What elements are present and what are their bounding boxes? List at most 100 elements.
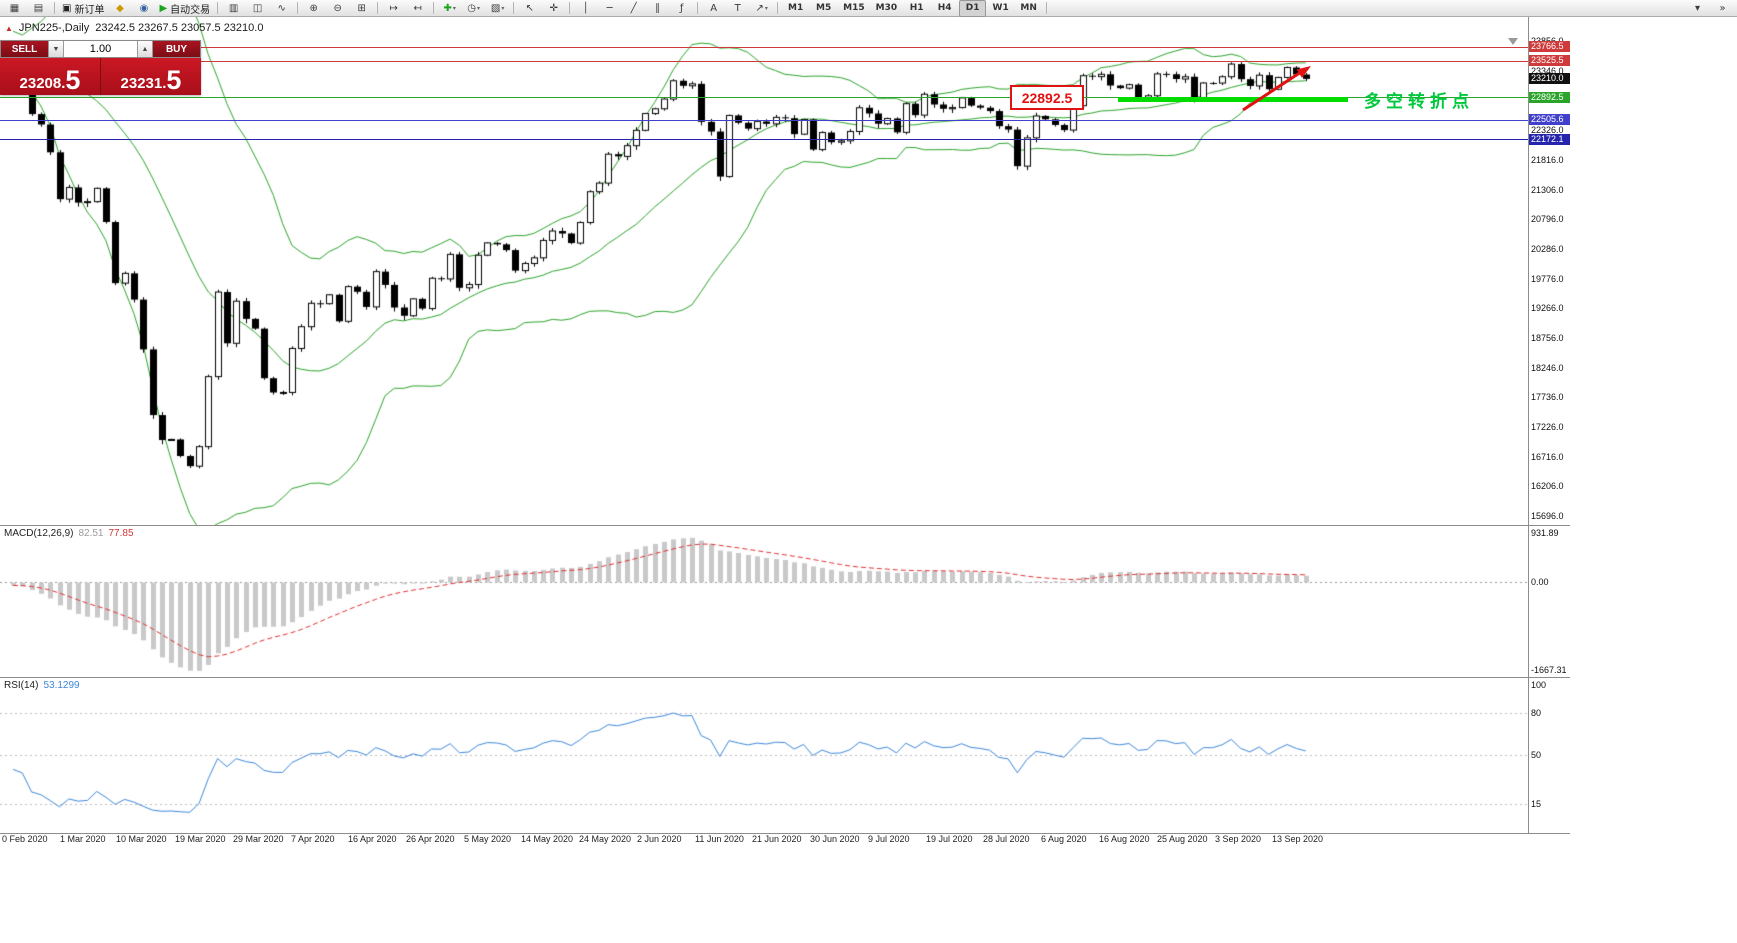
date-axis-label: 10 Mar 2020 xyxy=(116,834,167,844)
date-axis-label: 7 Apr 2020 xyxy=(291,834,335,844)
timeframe-h1[interactable]: H1 xyxy=(903,0,930,17)
price-axis-badge: 23766.5 xyxy=(1529,41,1570,53)
date-axis-label: 13 Sep 2020 xyxy=(1272,834,1324,844)
sell-price-button[interactable]: 23208. 5 xyxy=(0,58,100,95)
price-annotation-box[interactable]: 22892.5 xyxy=(1010,85,1084,110)
fibonacci-icon: ƒ xyxy=(679,2,684,14)
vertical-line-icon[interactable]: │ xyxy=(574,0,597,17)
new-order-icon: ▣ xyxy=(62,2,72,14)
equidistant-channel-icon[interactable]: ∥ xyxy=(646,0,669,17)
indicators-icon: ✚ xyxy=(443,2,452,14)
candlestick-chart-icon[interactable]: ◫ xyxy=(246,0,269,17)
new-chart-icon: ▦ xyxy=(9,2,20,14)
timeframe-m1[interactable]: M1 xyxy=(782,0,809,17)
vertical-line-icon: │ xyxy=(582,2,589,14)
timeframe-m15[interactable]: M15 xyxy=(838,0,869,17)
templates-icon[interactable]: ▧ ▾ xyxy=(486,0,509,17)
algo-icon[interactable]: ◉ xyxy=(132,0,155,17)
chevron-down-icon: ▾ xyxy=(452,4,456,12)
chart-shift-marker[interactable] xyxy=(1508,38,1518,45)
toolbar-separator xyxy=(377,2,379,14)
candlestick-chart-icon: ◫ xyxy=(252,2,263,14)
text-icon[interactable]: A xyxy=(702,0,725,17)
auto-trading-button[interactable]: ▶ 自动交易 xyxy=(156,0,213,17)
macd-canvas[interactable] xyxy=(0,525,1528,677)
toolbar-separator xyxy=(777,2,779,14)
timeframe-h4[interactable]: H4 xyxy=(931,0,958,17)
zoom-out-icon[interactable]: ⊖ xyxy=(326,0,349,17)
metaeditor-icon[interactable]: ◆ xyxy=(108,0,131,17)
date-axis-label: 29 Mar 2020 xyxy=(233,834,284,844)
periods-icon[interactable]: ◷ ▾ xyxy=(462,0,485,17)
macd-panel-separator[interactable] xyxy=(0,525,1570,526)
arrows-icon[interactable]: ↗ ▾ xyxy=(750,0,773,17)
new-chart-icon[interactable]: ▦ xyxy=(3,0,26,17)
sell-button[interactable]: SELL xyxy=(1,41,48,57)
support-line-segment[interactable] xyxy=(1118,97,1348,102)
date-axis-label: 19 Jul 2020 xyxy=(926,834,973,844)
rsi-value: 53.1299 xyxy=(43,680,80,691)
quick-search-icon[interactable]: ▾ xyxy=(1694,2,1701,14)
rsi-canvas[interactable] xyxy=(0,677,1528,833)
price-axis-separator xyxy=(1528,17,1529,833)
macd-main-value: 82.51 xyxy=(78,528,104,539)
macd-axis-label: -1667.31 xyxy=(1531,665,1567,676)
line-chart-icon[interactable]: ∿ xyxy=(270,0,293,17)
crosshair-icon[interactable]: ✛ xyxy=(542,0,565,17)
crosshair-icon: ✛ xyxy=(549,2,558,14)
price-axis-badge: 22892.5 xyxy=(1529,91,1570,103)
price-axis-label: 17226.0 xyxy=(1531,422,1564,432)
price-axis-label: 16206.0 xyxy=(1531,481,1564,492)
up-trend-arrow[interactable] xyxy=(1235,58,1320,118)
zoom-in-icon: ⊕ xyxy=(309,2,318,14)
buy-price-small: 23231. xyxy=(120,74,167,92)
periods-icon: ◷ xyxy=(467,2,477,14)
sell-price-small: 23208. xyxy=(19,74,66,92)
fibonacci-icon[interactable]: ƒ xyxy=(670,0,693,17)
cursor-icon[interactable]: ↖ xyxy=(518,0,541,17)
timeframe-h1-label: H1 xyxy=(909,3,924,13)
indicators-icon[interactable]: ✚ ▾ xyxy=(438,0,461,17)
line-chart-icon: ∿ xyxy=(277,2,286,14)
volume-increase-button[interactable]: ▲ xyxy=(137,41,153,57)
rsi-panel-separator[interactable] xyxy=(0,677,1570,678)
macd-signal-value: 77.85 xyxy=(108,528,134,539)
toolbar-separator xyxy=(433,2,435,14)
horizontal-line-icon[interactable]: ─ xyxy=(598,0,621,17)
chart-shift-icon[interactable]: ↤ xyxy=(406,0,429,17)
new-order-button[interactable]: ▣ 新订单 xyxy=(59,0,107,17)
buy-price-big: 5 xyxy=(166,65,182,96)
price-axis-label: 22326.0 xyxy=(1531,125,1564,136)
timeframe-w1[interactable]: W1 xyxy=(987,0,1014,17)
buy-price-button[interactable]: 23231. 5 xyxy=(100,58,201,95)
trendline-icon[interactable]: ╱ xyxy=(622,0,645,17)
metaeditor-icon: ◆ xyxy=(116,2,124,14)
toolbar-overflow-icon[interactable]: » xyxy=(1719,2,1726,14)
text-label-icon[interactable]: T xyxy=(726,0,749,17)
symbol-period-label: JPN225-,Daily xyxy=(18,22,90,34)
equidistant-channel-icon: ∥ xyxy=(655,2,661,14)
symbol-icon: ▲ xyxy=(5,23,13,33)
auto-scroll-icon[interactable]: ↦ xyxy=(382,0,405,17)
timeframe-m30-label: M30 xyxy=(875,3,898,13)
timeframe-m15-label: M15 xyxy=(843,3,865,13)
chevron-down-icon: ▾ xyxy=(501,4,505,12)
timeframe-m5[interactable]: M5 xyxy=(810,0,837,17)
macd-axis-label: 931.89 xyxy=(1531,528,1559,539)
date-axis[interactable]: 0 Feb 2020 1 Mar 2020 10 Mar 2020 19 Mar 20… xyxy=(0,834,1570,852)
turning-point-label[interactable]: 多空转折点 xyxy=(1364,92,1474,111)
current-price-badge: 23210.0 xyxy=(1529,73,1570,85)
rsi-label: RSI(14) 53.1299 xyxy=(4,680,80,691)
timeframe-mn[interactable]: MN xyxy=(1015,0,1042,17)
zoom-in-icon[interactable]: ⊕ xyxy=(302,0,325,17)
timeframe-m30[interactable]: M30 xyxy=(871,0,902,17)
rsi-name: RSI(14) xyxy=(4,680,39,691)
timeframe-d1[interactable]: D1 xyxy=(959,0,987,17)
buy-button[interactable]: BUY xyxy=(153,41,200,57)
tile-windows-icon[interactable]: ⊞ xyxy=(350,0,373,17)
bar-chart-icon[interactable]: ▥ xyxy=(222,0,245,17)
text-icon: A xyxy=(710,2,718,14)
volume-decrease-button[interactable]: ▼ xyxy=(48,41,64,57)
volume-input[interactable] xyxy=(64,41,137,57)
profiles-icon[interactable]: ▤ xyxy=(27,0,50,17)
